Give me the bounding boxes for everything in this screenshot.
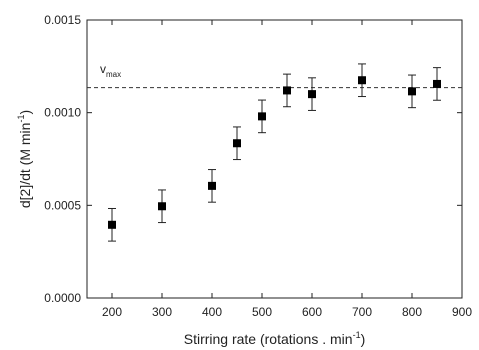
marker-1 <box>158 202 166 211</box>
x-tick-label-6: 800 <box>402 305 422 319</box>
x-axis-label: Stirring rate (rotations . min-1) <box>184 330 366 347</box>
x-tick-label-5: 700 <box>352 305 372 319</box>
y-tick-label-1: 0.0005 <box>44 198 81 212</box>
data-point-0 <box>108 207 116 242</box>
data-point-7 <box>358 63 366 98</box>
y-tick-label-2: 0.0010 <box>44 106 81 120</box>
marker-8 <box>408 87 416 96</box>
marker-5 <box>283 86 291 95</box>
y-axis-label: d[2]/dt (M min-1) <box>16 110 33 208</box>
vmax-label: vmax <box>100 62 121 79</box>
marker-4 <box>258 112 266 121</box>
data-point-3 <box>233 126 241 161</box>
x-tick-label-7: 900 <box>452 305 472 319</box>
data-point-5 <box>283 73 291 108</box>
marker-3 <box>233 139 241 148</box>
data-point-6 <box>308 77 316 111</box>
y-tick-label-3: 0.0015 <box>44 13 81 27</box>
x-tick-label-1: 300 <box>152 305 172 319</box>
marker-0 <box>108 220 116 229</box>
marker-2 <box>208 181 216 190</box>
x-tick-label-2: 400 <box>202 305 222 319</box>
data-point-1 <box>158 189 166 224</box>
x-tick-label-4: 600 <box>302 305 322 319</box>
axis-ticks: 200 300 400 500 600 700 800 900 0.0000 0.0005 0.00… <box>44 13 472 319</box>
data-point-8 <box>408 74 416 109</box>
x-tick-label-0: 200 <box>102 305 122 319</box>
data-point-9 <box>433 67 441 101</box>
marker-7 <box>358 76 366 85</box>
y-tick-label-0: 0.0000 <box>44 291 81 305</box>
data-point-2 <box>208 169 216 203</box>
data-point-4 <box>258 99 266 134</box>
marker-9 <box>433 79 441 88</box>
data-series <box>108 63 441 242</box>
plot-frame <box>86 19 463 299</box>
x-tick-label-3: 500 <box>252 305 272 319</box>
marker-6 <box>308 90 316 99</box>
